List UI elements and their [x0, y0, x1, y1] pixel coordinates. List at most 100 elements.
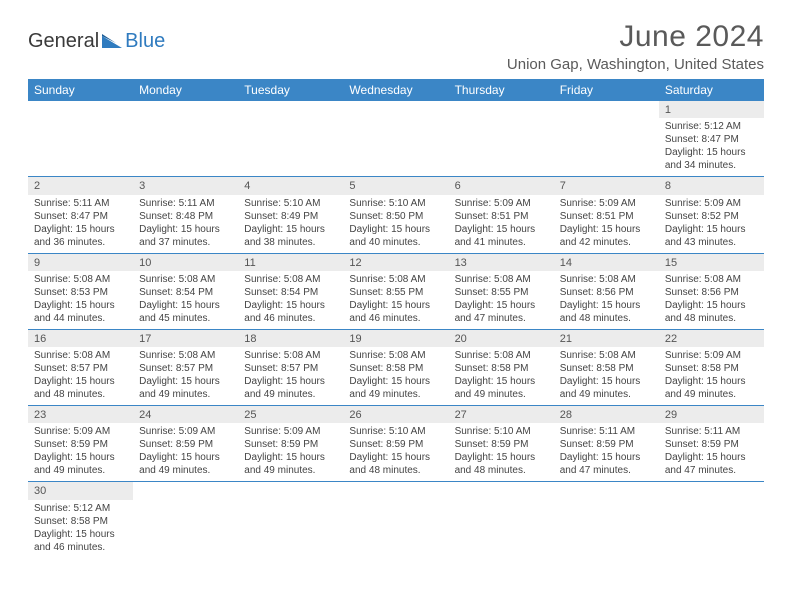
day-content-cell [238, 118, 343, 177]
day-number-row: 1 [28, 101, 764, 118]
day-content-cell: Sunrise: 5:10 AMSunset: 8:59 PMDaylight:… [449, 423, 554, 482]
day-number-cell: 21 [554, 329, 659, 347]
page: GeneralBlue June 2024 Union Gap, Washing… [0, 0, 792, 568]
sunset-line: Sunset: 8:59 PM [34, 438, 127, 451]
daylight-line: Daylight: 15 hours and 46 minutes. [244, 299, 337, 325]
weekday-header: Wednesday [343, 79, 448, 101]
sunrise-line: Sunrise: 5:08 AM [244, 273, 337, 286]
daylight-line: Daylight: 15 hours and 46 minutes. [349, 299, 442, 325]
sunset-line: Sunset: 8:51 PM [455, 210, 548, 223]
sunset-line: Sunset: 8:49 PM [244, 210, 337, 223]
day-content-cell [238, 500, 343, 558]
day-number-cell: 3 [133, 177, 238, 195]
day-content-cell [28, 118, 133, 177]
day-number-cell: 24 [133, 406, 238, 424]
day-number-row: 9101112131415 [28, 253, 764, 271]
day-number-cell [238, 482, 343, 500]
daylight-line: Daylight: 15 hours and 49 minutes. [139, 375, 232, 401]
sunset-line: Sunset: 8:59 PM [665, 438, 758, 451]
daylight-line: Daylight: 15 hours and 46 minutes. [34, 528, 127, 554]
daylight-line: Daylight: 15 hours and 37 minutes. [139, 223, 232, 249]
day-content-cell: Sunrise: 5:08 AMSunset: 8:58 PMDaylight:… [343, 347, 448, 406]
day-content-cell [554, 500, 659, 558]
sunrise-line: Sunrise: 5:08 AM [34, 273, 127, 286]
sunset-line: Sunset: 8:48 PM [139, 210, 232, 223]
day-number-row: 23242526272829 [28, 406, 764, 424]
day-content-cell: Sunrise: 5:09 AMSunset: 8:52 PMDaylight:… [659, 195, 764, 254]
day-number-cell: 12 [343, 253, 448, 271]
day-number-cell: 9 [28, 253, 133, 271]
day-number-cell: 14 [554, 253, 659, 271]
sunset-line: Sunset: 8:58 PM [665, 362, 758, 375]
weekday-header: Thursday [449, 79, 554, 101]
day-content-cell: Sunrise: 5:09 AMSunset: 8:51 PMDaylight:… [554, 195, 659, 254]
daylight-line: Daylight: 15 hours and 47 minutes. [560, 451, 653, 477]
daylight-line: Daylight: 15 hours and 48 minutes. [455, 451, 548, 477]
day-content-cell [449, 118, 554, 177]
sunset-line: Sunset: 8:52 PM [665, 210, 758, 223]
sunrise-line: Sunrise: 5:08 AM [455, 349, 548, 362]
day-number-cell [554, 482, 659, 500]
sunset-line: Sunset: 8:50 PM [349, 210, 442, 223]
weekday-header: Tuesday [238, 79, 343, 101]
daylight-line: Daylight: 15 hours and 49 minutes. [665, 375, 758, 401]
day-number-cell: 26 [343, 406, 448, 424]
sunset-line: Sunset: 8:58 PM [560, 362, 653, 375]
day-content-cell [133, 500, 238, 558]
day-content-cell [133, 118, 238, 177]
day-number-cell: 17 [133, 329, 238, 347]
day-number-row: 30 [28, 482, 764, 500]
day-number-cell: 2 [28, 177, 133, 195]
daylight-line: Daylight: 15 hours and 41 minutes. [455, 223, 548, 249]
day-content-cell: Sunrise: 5:08 AMSunset: 8:55 PMDaylight:… [343, 271, 448, 330]
sunset-line: Sunset: 8:54 PM [244, 286, 337, 299]
daylight-line: Daylight: 15 hours and 49 minutes. [349, 375, 442, 401]
title-block: June 2024 Union Gap, Washington, United … [507, 20, 764, 73]
daylight-line: Daylight: 15 hours and 49 minutes. [34, 451, 127, 477]
day-content-cell: Sunrise: 5:09 AMSunset: 8:59 PMDaylight:… [28, 423, 133, 482]
day-number-cell: 28 [554, 406, 659, 424]
day-content-cell: Sunrise: 5:08 AMSunset: 8:57 PMDaylight:… [238, 347, 343, 406]
day-number-cell: 27 [449, 406, 554, 424]
sunset-line: Sunset: 8:59 PM [244, 438, 337, 451]
daylight-line: Daylight: 15 hours and 49 minutes. [244, 375, 337, 401]
sunrise-line: Sunrise: 5:08 AM [139, 273, 232, 286]
day-content-cell [343, 500, 448, 558]
sunrise-line: Sunrise: 5:09 AM [139, 425, 232, 438]
day-content-cell: Sunrise: 5:08 AMSunset: 8:55 PMDaylight:… [449, 271, 554, 330]
day-number-cell: 29 [659, 406, 764, 424]
day-content-row: Sunrise: 5:09 AMSunset: 8:59 PMDaylight:… [28, 423, 764, 482]
day-content-cell: Sunrise: 5:08 AMSunset: 8:56 PMDaylight:… [659, 271, 764, 330]
day-number-row: 16171819202122 [28, 329, 764, 347]
day-number-cell: 30 [28, 482, 133, 500]
day-content-cell: Sunrise: 5:09 AMSunset: 8:58 PMDaylight:… [659, 347, 764, 406]
day-number-cell: 20 [449, 329, 554, 347]
day-number-cell: 10 [133, 253, 238, 271]
sunrise-line: Sunrise: 5:09 AM [560, 197, 653, 210]
day-content-row: Sunrise: 5:11 AM Sunset: 8:47 PM Daylight:… [28, 195, 764, 254]
day-number-cell: 8 [659, 177, 764, 195]
sunrise-line: Sunrise: 5:09 AM [244, 425, 337, 438]
day-content-cell [554, 118, 659, 177]
sunrise-line: Sunrise: 5:11 AM [139, 197, 232, 210]
day-content-cell: Sunrise: 5:10 AMSunset: 8:49 PMDaylight:… [238, 195, 343, 254]
sunset-line: Sunset: 8:57 PM [244, 362, 337, 375]
daylight-line: Daylight: 15 hours and 49 minutes. [455, 375, 548, 401]
sunset-line: Sunset: 8:58 PM [34, 515, 127, 528]
day-number-cell: 6 [449, 177, 554, 195]
sunset-line: Sunset: 8:47 PM [34, 210, 127, 223]
day-number-cell [238, 101, 343, 118]
sunset-line: Sunset: 8:57 PM [34, 362, 127, 375]
sunset-line: Sunset: 8:47 PM [665, 133, 758, 146]
sunset-line: Sunset: 8:59 PM [139, 438, 232, 451]
weekday-header: Sunday [28, 79, 133, 101]
day-number-cell [449, 101, 554, 118]
daylight-line: Daylight: 15 hours and 48 minutes. [665, 299, 758, 325]
location: Union Gap, Washington, United States [507, 56, 764, 73]
day-content-cell [449, 500, 554, 558]
header: GeneralBlue June 2024 Union Gap, Washing… [28, 20, 764, 73]
sunrise-line: Sunrise: 5:08 AM [244, 349, 337, 362]
day-number-cell: 13 [449, 253, 554, 271]
day-number-cell: 7 [554, 177, 659, 195]
weekday-header: Saturday [659, 79, 764, 101]
